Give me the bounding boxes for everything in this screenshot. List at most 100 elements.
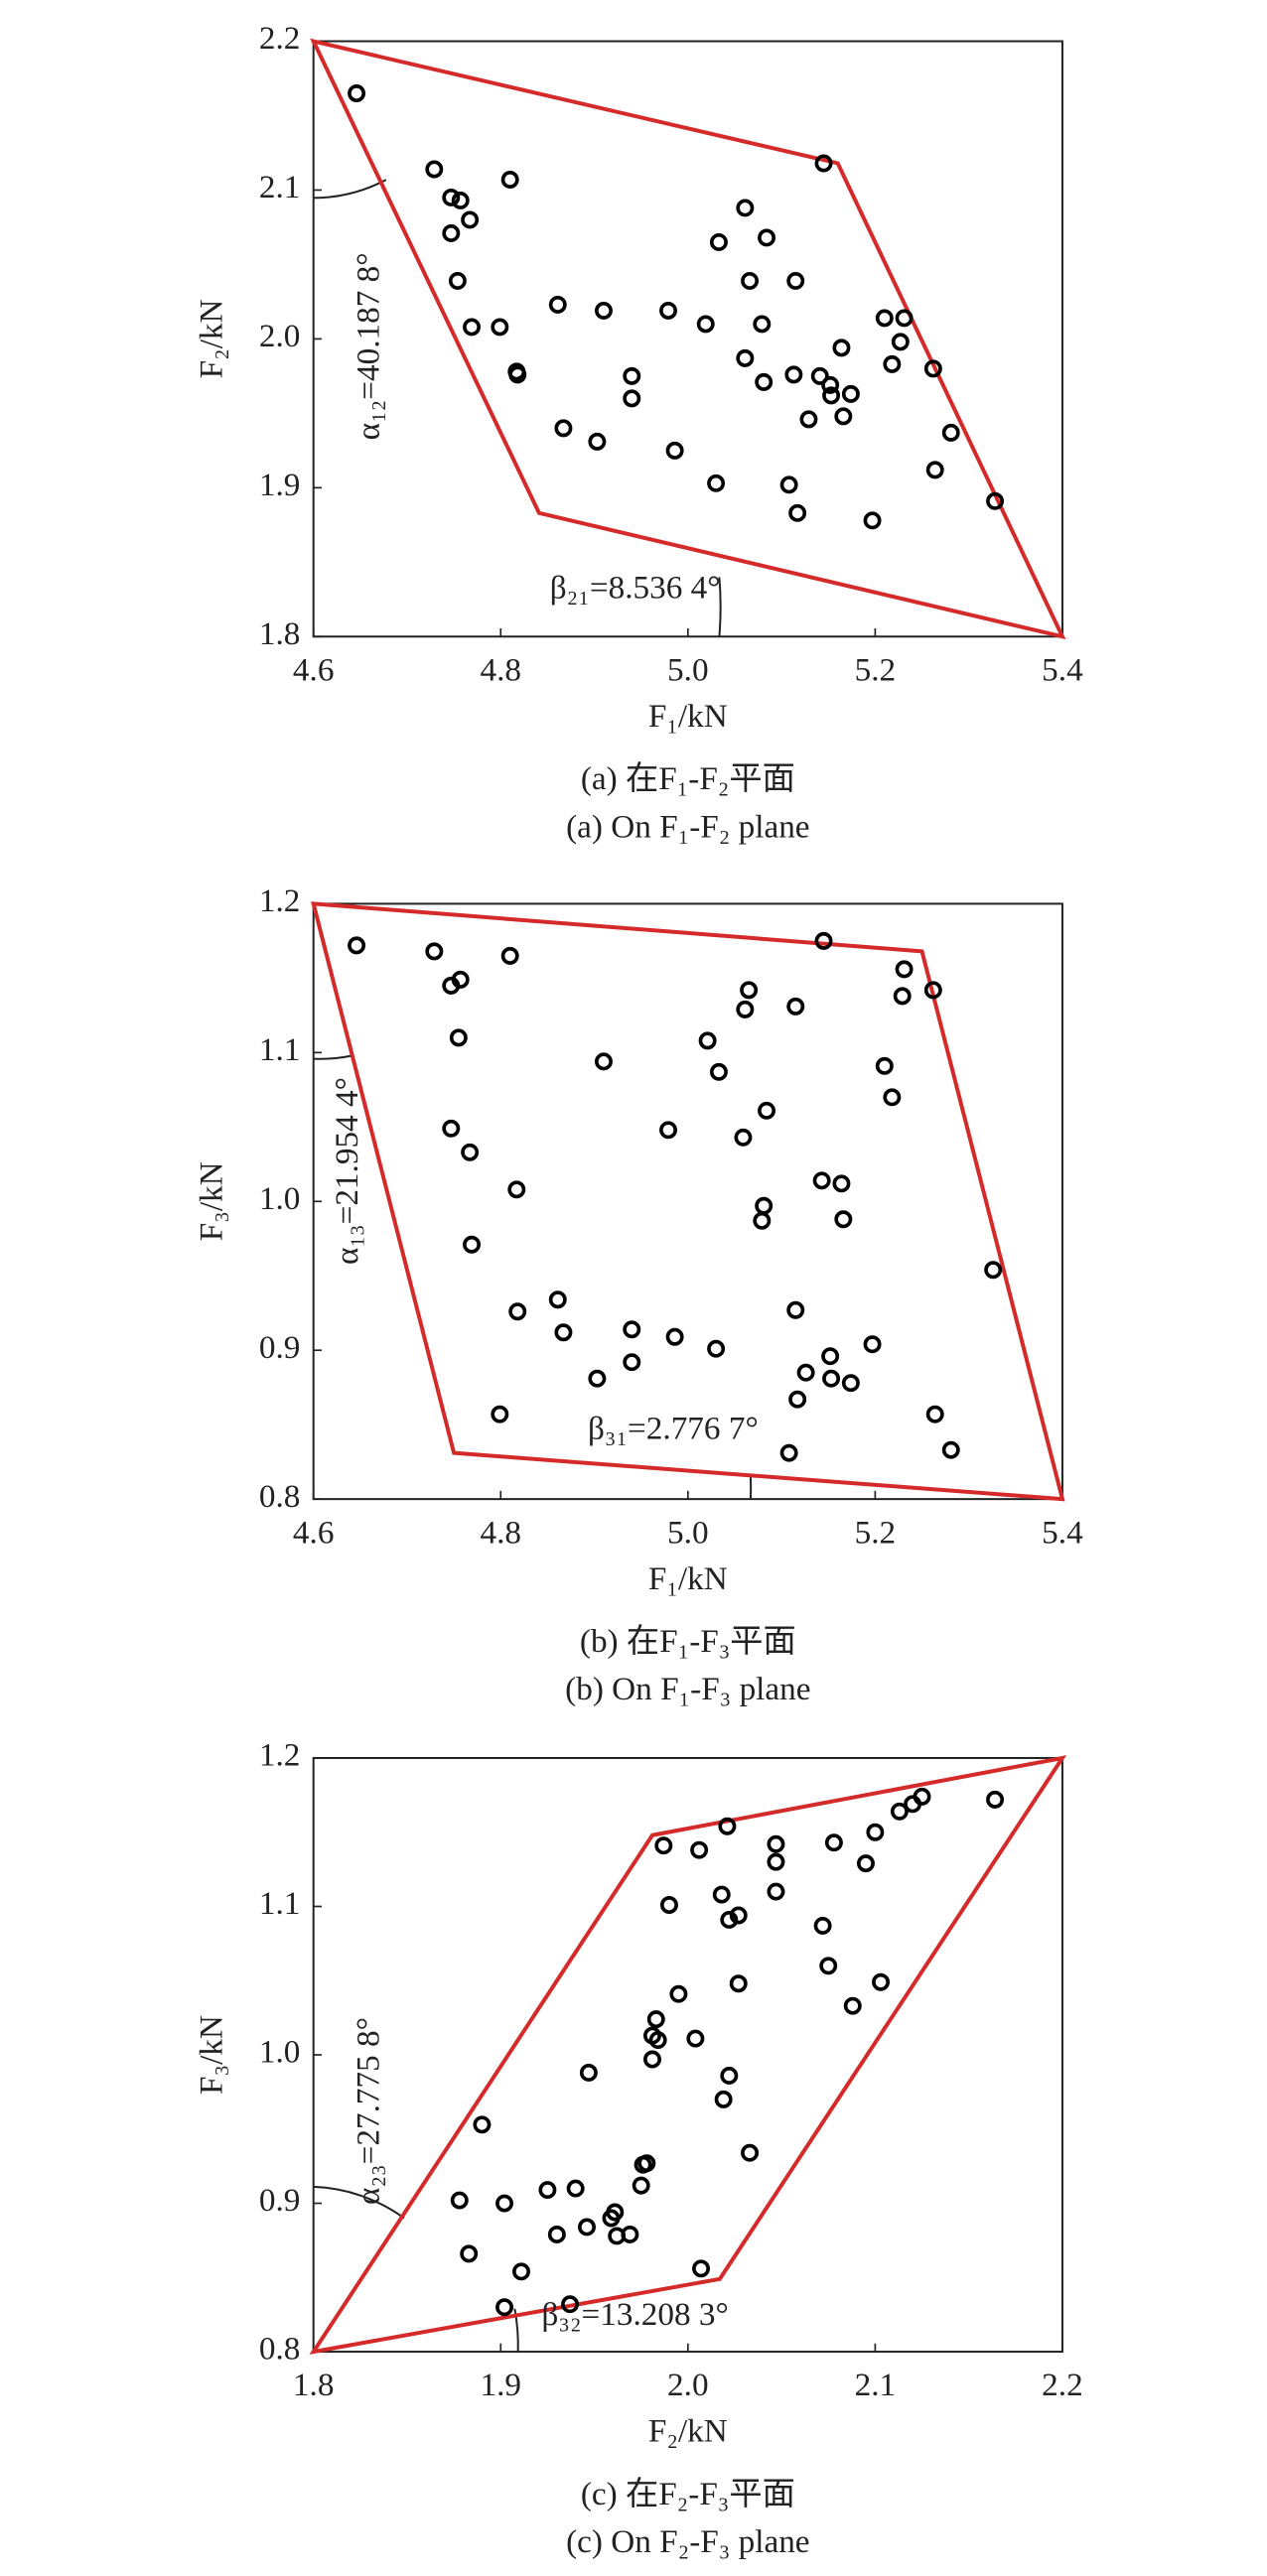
caption: (c) On F₂-F₃ plane <box>566 2523 809 2560</box>
x-tick-label: 2.1 <box>855 2367 897 2403</box>
point <box>720 1910 739 1929</box>
point <box>767 1834 785 1853</box>
angle-annotation: β₂₁=8.536 4° <box>550 569 721 606</box>
x-tick-label: 2.2 <box>1042 2367 1083 2403</box>
point <box>834 407 853 426</box>
angle-annotation: α₁₃=21.954 4° <box>329 1077 365 1265</box>
x-tick-label: 5.4 <box>1042 651 1083 688</box>
point <box>904 1795 922 1814</box>
point <box>786 271 805 290</box>
point <box>461 1143 480 1161</box>
x-tick-label: 4.8 <box>480 651 521 688</box>
point <box>709 232 728 251</box>
point <box>875 1056 894 1075</box>
point <box>986 1790 1005 1809</box>
point <box>595 1052 613 1071</box>
point <box>646 2010 665 2029</box>
point <box>712 1885 731 1904</box>
point <box>834 1210 853 1229</box>
point <box>448 271 467 290</box>
point <box>473 2115 492 2134</box>
x-tick-label: 4.6 <box>293 651 335 688</box>
point <box>579 2063 598 2082</box>
point <box>602 2209 621 2228</box>
point <box>425 942 444 961</box>
point <box>451 970 470 989</box>
point <box>508 1302 527 1321</box>
point <box>779 475 798 494</box>
point <box>891 333 910 351</box>
point <box>348 936 366 955</box>
y-axis-label: F₂/kN <box>194 299 230 378</box>
point <box>814 931 833 950</box>
y-tick-label: 1.0 <box>259 1180 301 1217</box>
point <box>588 432 607 451</box>
y-tick-label: 0.8 <box>259 1478 301 1515</box>
point <box>561 2295 580 2314</box>
point <box>875 309 894 328</box>
point <box>659 1896 678 1914</box>
point <box>538 2181 557 2200</box>
point <box>753 1211 772 1230</box>
feasible-region <box>310 38 1066 640</box>
point <box>548 1290 567 1309</box>
x-axis-label: F₁/kN <box>648 698 728 735</box>
x-tick-label: 2.0 <box>667 2367 709 2403</box>
caption: (b) 在F₁-F₃平面 <box>580 1623 796 1660</box>
point <box>623 366 641 385</box>
point <box>491 1405 509 1424</box>
point <box>698 1031 717 1050</box>
y-tick-label: 0.8 <box>259 2331 301 2368</box>
caption: (b) On F₁-F₃ plane <box>565 1671 810 1707</box>
x-tick-label: 4.6 <box>293 1514 335 1551</box>
y-tick-label: 1.8 <box>259 615 301 652</box>
angle-annotation: α₂₃=27.775 8° <box>350 2017 386 2205</box>
point <box>729 1906 748 1925</box>
point <box>784 365 803 384</box>
point <box>841 1374 860 1393</box>
x-axis-label: F₁/kN <box>648 1560 728 1597</box>
point <box>623 1320 641 1339</box>
point <box>463 1235 482 1254</box>
feasible-region <box>311 901 1065 1502</box>
y-tick-label: 0.9 <box>259 2182 301 2219</box>
y-tick-label: 1.2 <box>259 882 301 919</box>
point <box>729 1974 748 1993</box>
point <box>720 2066 739 2085</box>
point <box>819 1957 838 1975</box>
point <box>463 318 482 337</box>
y-axis-label: F₃/kN <box>194 1161 230 1241</box>
point <box>495 2298 514 2317</box>
caption: (c) 在F₂-F₃平面 <box>581 2476 795 2512</box>
point <box>796 1363 815 1382</box>
point <box>451 191 470 209</box>
y-axis-label: F₃/kN <box>194 2015 230 2095</box>
point <box>696 315 715 334</box>
point <box>758 1101 775 1120</box>
point <box>767 1852 785 1871</box>
caption: (a) On F₁-F₂ plane <box>566 808 809 845</box>
point <box>491 318 509 337</box>
point <box>893 987 912 1006</box>
point <box>753 315 772 334</box>
point <box>866 1823 885 1841</box>
y-tick-label: 2.0 <box>259 318 301 354</box>
point <box>659 301 677 320</box>
point <box>669 1984 688 2003</box>
point <box>718 1817 737 1835</box>
point <box>883 1088 902 1107</box>
point <box>554 1323 573 1342</box>
point <box>779 1443 798 1462</box>
point <box>895 960 914 979</box>
point <box>786 1300 805 1319</box>
point <box>707 474 726 492</box>
point <box>442 223 461 242</box>
point <box>895 309 914 328</box>
point <box>872 1972 891 1991</box>
x-tick-label: 4.8 <box>480 1514 521 1551</box>
point <box>941 1440 960 1459</box>
y-tick-label: 1.1 <box>259 1031 301 1068</box>
point <box>812 1171 831 1190</box>
point <box>623 389 641 408</box>
point <box>709 1062 728 1081</box>
